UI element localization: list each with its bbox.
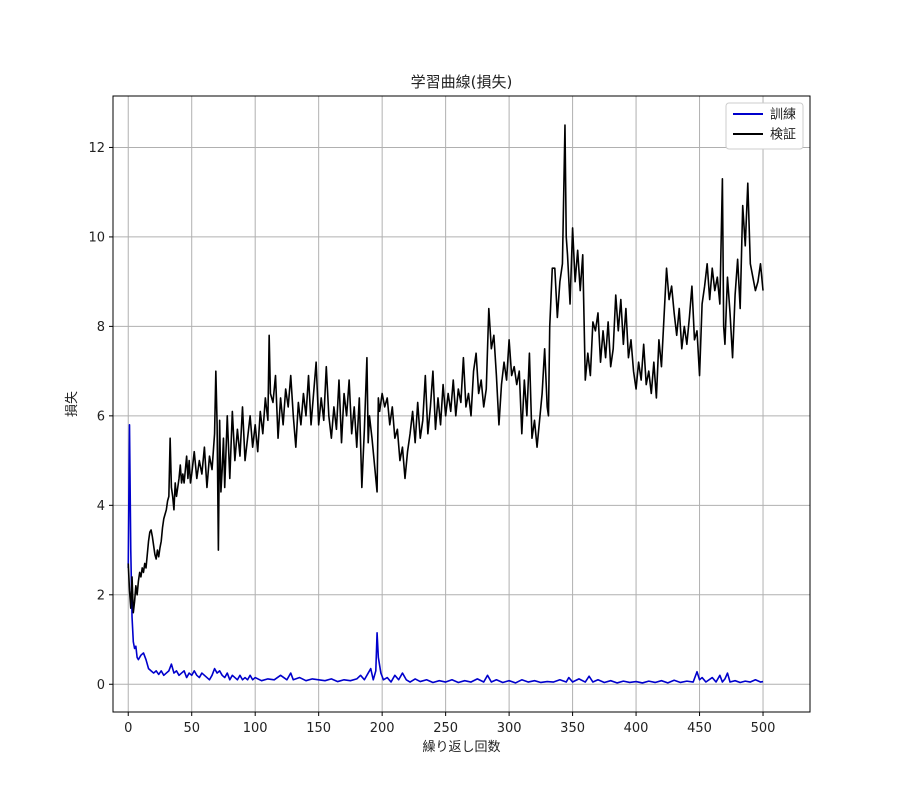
y-tick-label: 4 bbox=[97, 499, 105, 514]
y-tick-label: 8 bbox=[97, 320, 105, 335]
x-tick-label: 0 bbox=[124, 721, 132, 736]
x-tick-label: 100 bbox=[243, 721, 268, 736]
x-tick-label: 200 bbox=[370, 721, 395, 736]
series-lines bbox=[127, 124, 764, 684]
x-tick-label: 250 bbox=[433, 721, 458, 736]
x-tick-label: 150 bbox=[306, 721, 331, 736]
x-tick-label: 350 bbox=[560, 721, 585, 736]
x-tick-label: 400 bbox=[624, 721, 649, 736]
y-tick-label: 6 bbox=[97, 409, 105, 424]
x-tick-label: 500 bbox=[751, 721, 776, 736]
y-tick-label: 12 bbox=[88, 141, 105, 156]
x-tick-label: 450 bbox=[687, 721, 712, 736]
legend-label-train: 訓練 bbox=[770, 107, 796, 123]
legend-label-validation: 検証 bbox=[770, 128, 796, 143]
chart-title: 学習曲線(損失) bbox=[411, 73, 513, 91]
axis-ticks: 0 50 100 150 200 250 300 350 400 450 500 0 2 4 6 8 10 12 bbox=[88, 141, 775, 736]
y-tick-label: 0 bbox=[97, 678, 105, 693]
x-tick-label: 300 bbox=[497, 721, 522, 736]
y-tick-label: 2 bbox=[97, 588, 105, 603]
y-tick-label: 10 bbox=[88, 230, 105, 245]
grid-lines bbox=[113, 96, 810, 712]
series-line-validation bbox=[127, 124, 764, 614]
legend: 訓練 検証 bbox=[725, 102, 804, 150]
x-axis-label: 繰り返し回数 bbox=[422, 740, 500, 755]
series-line-train bbox=[127, 424, 764, 684]
plot-area-frame bbox=[112, 95, 811, 713]
y-axis-label: 損失 bbox=[65, 391, 80, 417]
x-tick-label: 50 bbox=[183, 721, 200, 736]
